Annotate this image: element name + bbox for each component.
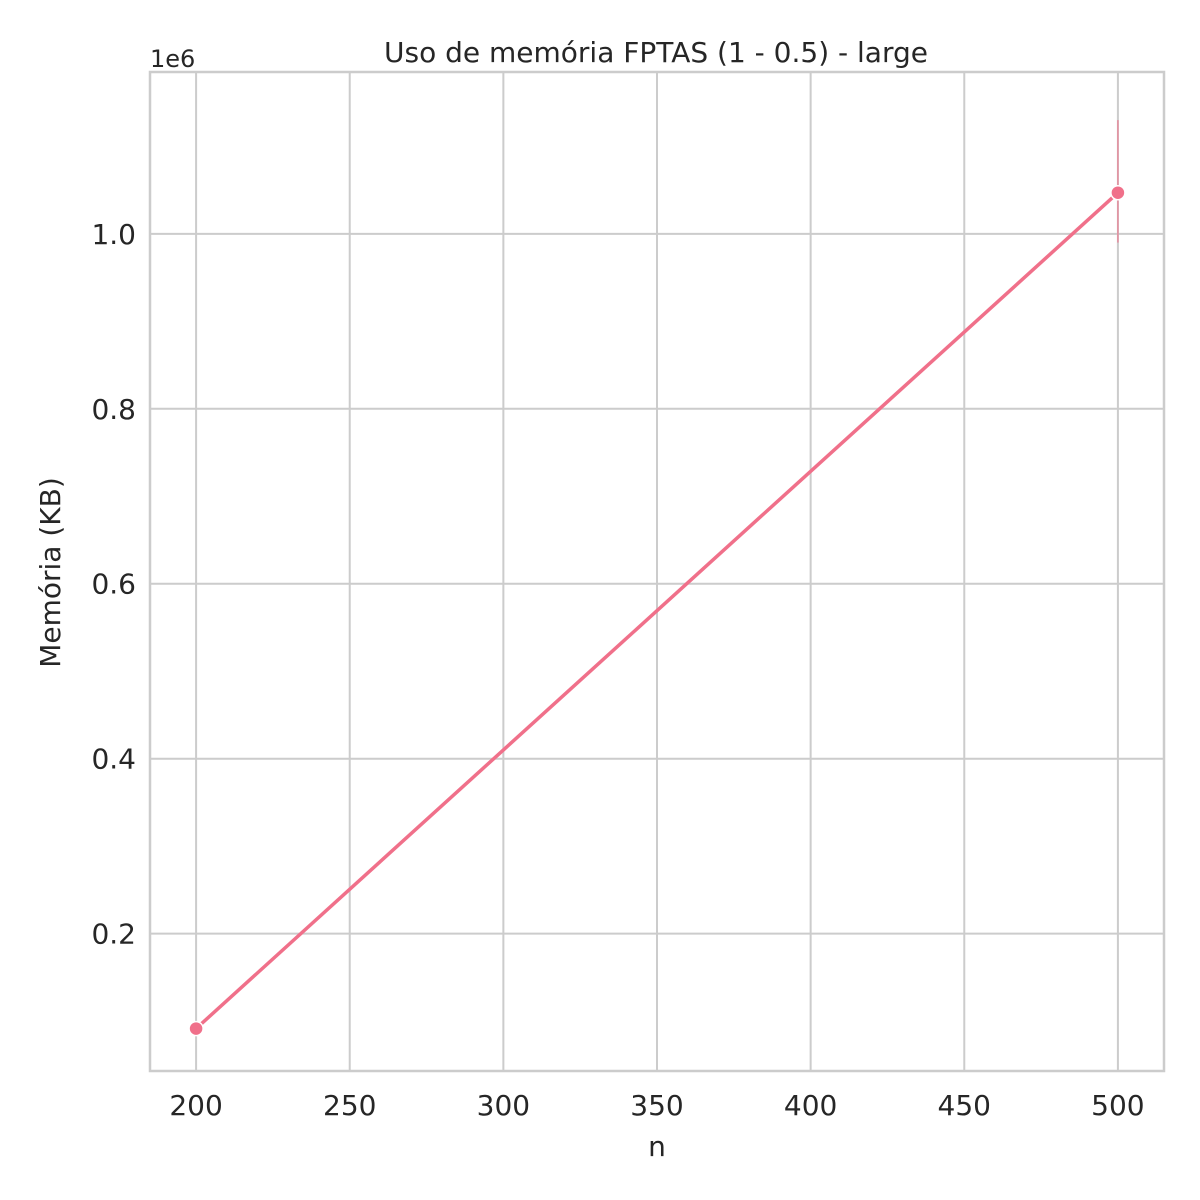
y-tick-label: 1.0 [91, 218, 136, 251]
plot-frame [148, 70, 1166, 1073]
x-tick-label: 400 [784, 1089, 837, 1122]
y-tick-label: 0.4 [91, 743, 136, 776]
x-tick-label: 350 [630, 1089, 683, 1122]
y-axis-label: Memória (KB) [34, 477, 67, 668]
y-axis-offset-label: 1e6 [150, 45, 195, 73]
data-point [1110, 184, 1126, 201]
tick-labels: 200 250 300 350 400 450 500 0.2 0.4 0.6 0.8 1.0 [91, 218, 1144, 1122]
grid [150, 72, 1164, 1071]
x-tick-label: 300 [477, 1089, 530, 1122]
series-marks [188, 120, 1126, 1037]
series-line [194, 191, 1120, 1030]
x-tick-label: 450 [938, 1089, 991, 1122]
y-tick-label: 0.2 [91, 918, 136, 951]
x-axis-label: n [648, 1130, 666, 1163]
data-point [188, 1020, 204, 1037]
y-tick-label: 0.6 [91, 568, 136, 601]
x-tick-label: 250 [323, 1089, 376, 1122]
x-tick-label: 200 [169, 1089, 222, 1122]
x-tick-label: 500 [1091, 1089, 1144, 1122]
y-tick-label: 0.8 [91, 393, 136, 426]
chart-title: Uso de memória FPTAS (1 - 0.5) - large [384, 36, 928, 69]
